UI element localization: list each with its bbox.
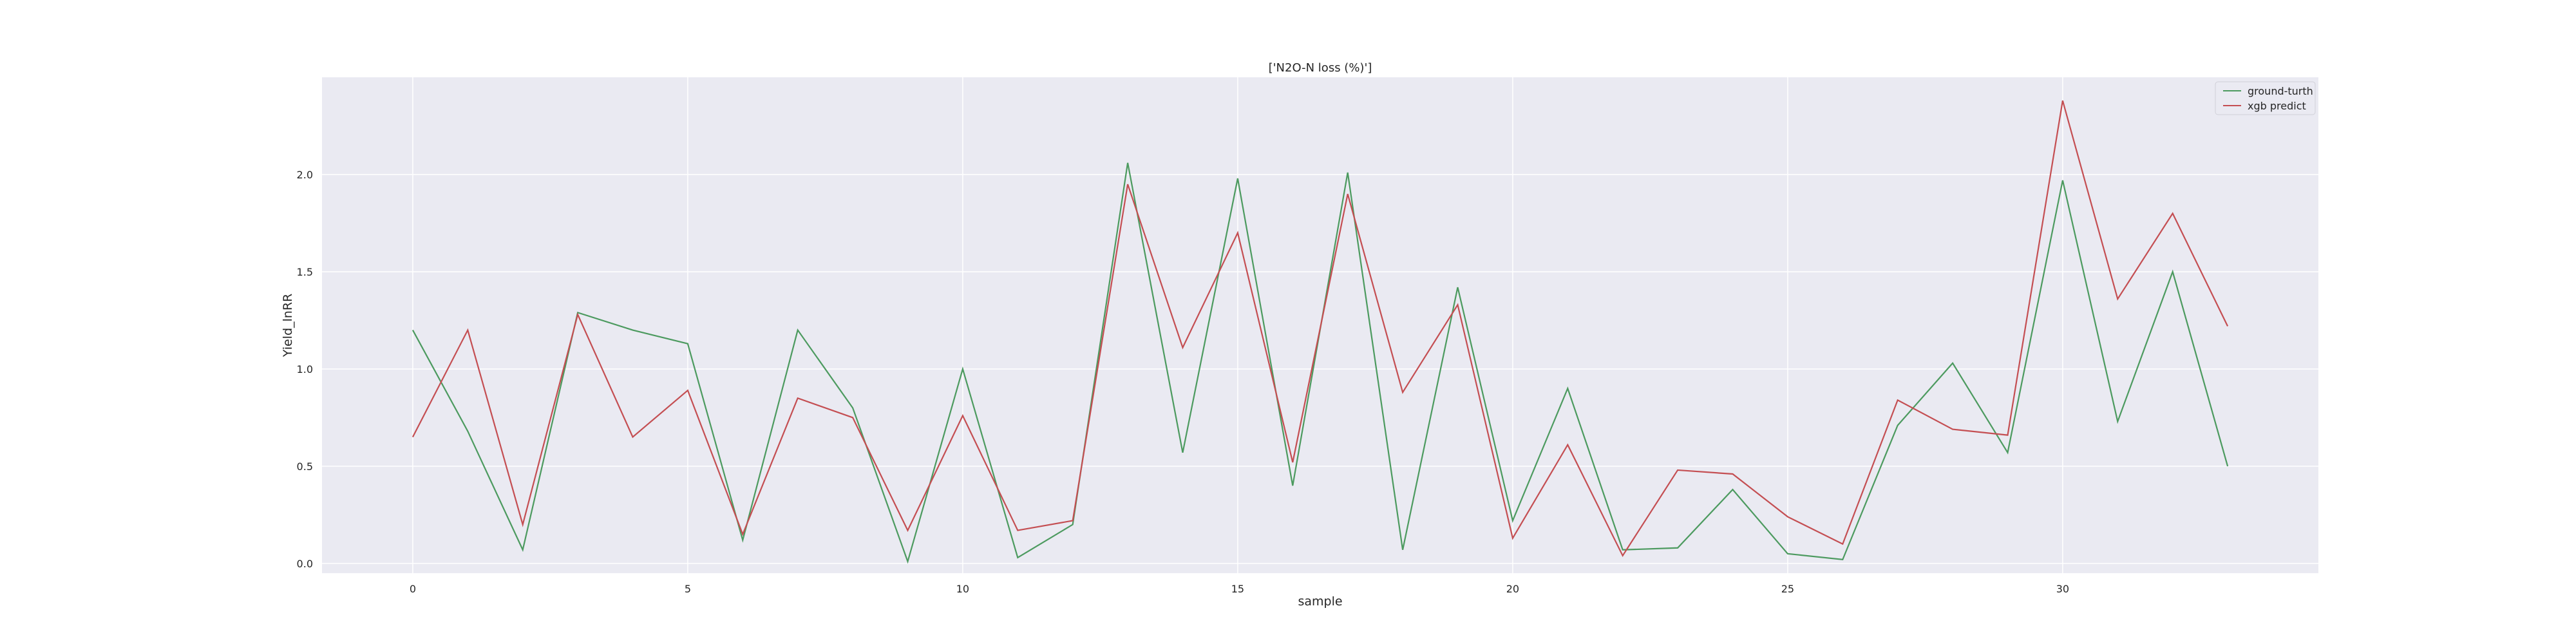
x-tick-label: 0 bbox=[410, 583, 416, 595]
legend-label-xgb-predict: xgb predict bbox=[2248, 100, 2306, 112]
x-tick-label: 25 bbox=[1781, 583, 1794, 595]
x-tick-label: 10 bbox=[956, 583, 969, 595]
chart-title: ['N2O-N loss (%)'] bbox=[1269, 61, 1372, 75]
legend: ground-turth xgb predict bbox=[2215, 81, 2316, 115]
x-tick-label: 20 bbox=[1506, 583, 1519, 595]
legend-box bbox=[2215, 81, 2316, 115]
tick-labels: 0 5 10 15 20 25 30 0.0 0.5 1.0 1.5 2.0 bbox=[297, 169, 2070, 595]
grid-lines bbox=[322, 77, 2318, 573]
y-tick-label: 0.0 bbox=[297, 558, 313, 570]
y-tick-label: 2.0 bbox=[297, 169, 313, 181]
x-tick-label: 15 bbox=[1231, 583, 1244, 595]
x-axis-label: sample bbox=[1298, 594, 1342, 609]
data-series bbox=[412, 100, 2229, 564]
x-tick-label: 5 bbox=[685, 583, 691, 595]
y-tick-label: 1.5 bbox=[297, 266, 313, 278]
y-tick-label: 0.5 bbox=[297, 460, 313, 473]
series-line-xgb-predict bbox=[412, 100, 2229, 558]
y-tick-label: 1.0 bbox=[297, 363, 313, 375]
x-tick-label: 30 bbox=[2056, 583, 2069, 595]
legend-label-ground-turth: ground-turth bbox=[2248, 85, 2313, 97]
y-axis-label: Yield_lnRR bbox=[281, 294, 295, 357]
